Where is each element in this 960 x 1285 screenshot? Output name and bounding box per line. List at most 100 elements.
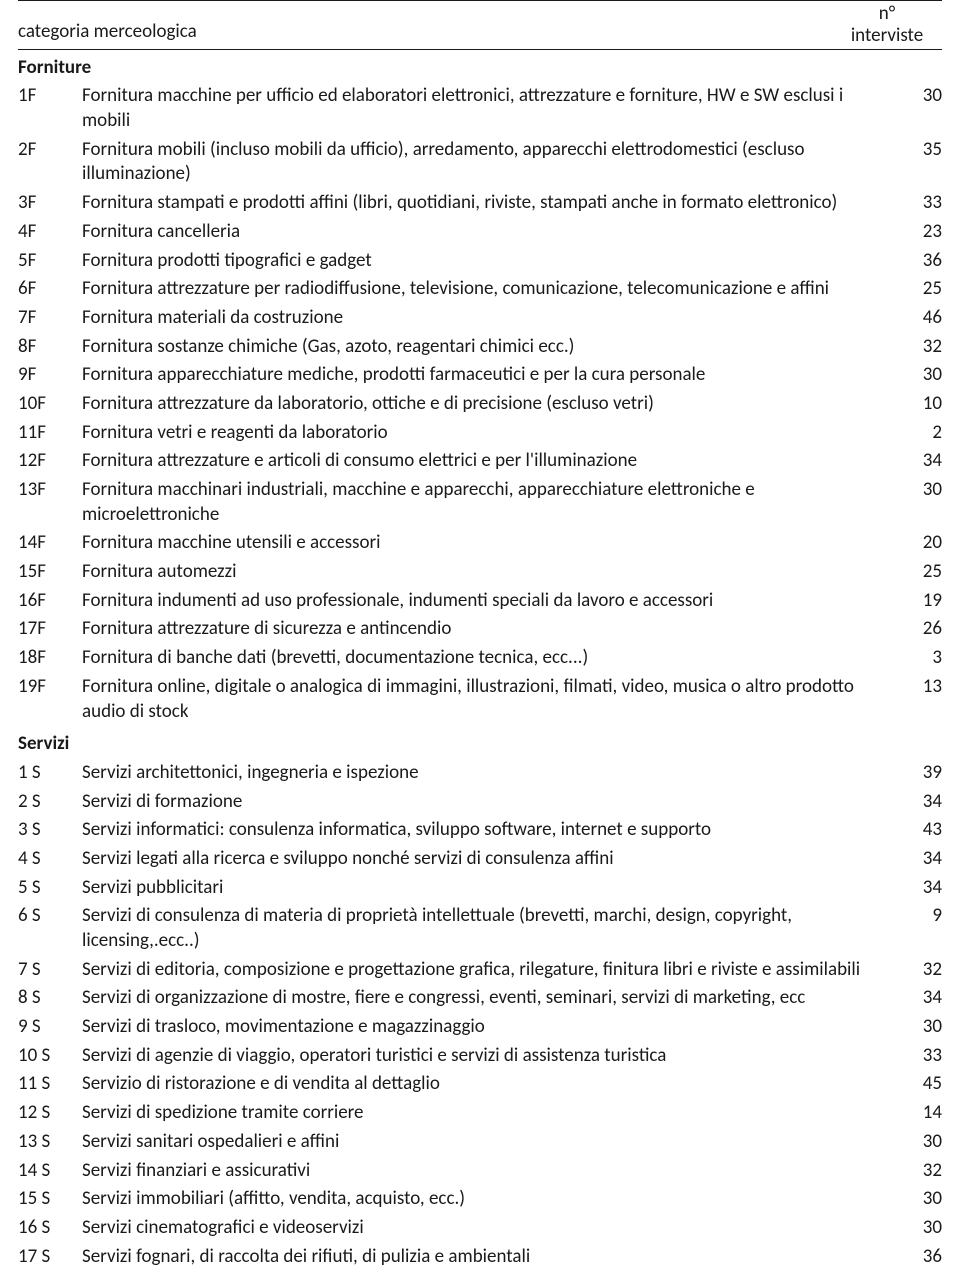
row-code: 4F [18, 218, 82, 247]
row-code: 13 S [18, 1128, 82, 1157]
table-row: 6FFornitura attrezzature per radiodiffus… [18, 275, 942, 304]
row-value: 25 [880, 275, 942, 304]
table-row: 8FFornitura sostanze chimiche (Gas, azot… [18, 333, 942, 362]
header-count-label: n° interviste [832, 3, 942, 47]
row-value: 34 [880, 447, 942, 476]
row-value: 43 [880, 816, 942, 845]
table-row: 17 SServizi fognari, di raccolta dei rif… [18, 1243, 942, 1272]
row-value: 33 [880, 1042, 942, 1071]
row-value: 30 [880, 361, 942, 390]
row-code: 3F [18, 189, 82, 218]
row-description: Fornitura attrezzature da laboratorio, o… [82, 390, 880, 419]
row-value: 2 [880, 419, 942, 448]
table-row: 16FFornitura indumenti ad uso profession… [18, 587, 942, 616]
table-row: 12FFornitura attrezzature e articoli di … [18, 447, 942, 476]
row-description: Fornitura attrezzature per radiodiffusio… [82, 275, 880, 304]
row-value: 32 [880, 956, 942, 985]
row-code: 15F [18, 558, 82, 587]
row-value: 25 [880, 558, 942, 587]
row-code: 2F [18, 136, 82, 165]
row-description: Servizi immobiliari (affitto, vendita, a… [82, 1185, 880, 1214]
header-count-line1: n° [832, 3, 942, 25]
row-description: Fornitura cancelleria [82, 218, 880, 247]
row-code: 12F [18, 447, 82, 476]
row-description: Fornitura automezzi [82, 558, 880, 587]
row-description: Fornitura stampati e prodotti affini (li… [82, 189, 880, 218]
row-description: Servizi legati alla ricerca e sviluppo n… [82, 845, 880, 874]
row-value: 23 [880, 218, 942, 247]
row-code: 4 S [18, 845, 82, 874]
row-code: 9 S [18, 1013, 82, 1042]
row-value: 34 [880, 845, 942, 874]
row-code: 1 S [18, 759, 82, 788]
row-description: Fornitura prodotti tipografici e gadget [82, 247, 880, 276]
table-row: 10 SServizi di agenzie di viaggio, opera… [18, 1042, 942, 1071]
row-value: 30 [880, 1128, 942, 1157]
row-value: 36 [880, 247, 942, 276]
table-row: 1FFornitura macchine per ufficio ed elab… [18, 82, 942, 135]
row-value: 32 [880, 1157, 942, 1186]
row-code: 6F [18, 275, 82, 304]
row-value: 35 [880, 136, 942, 165]
table-row: 14 SServizi finanziari e assicurativi32 [18, 1157, 942, 1186]
table-row: 5FFornitura prodotti tipografici e gadge… [18, 247, 942, 276]
row-code: 8 S [18, 984, 82, 1013]
table-row: 17FFornitura attrezzature di sicurezza e… [18, 615, 942, 644]
row-code: 7F [18, 304, 82, 333]
row-value: 30 [880, 476, 942, 505]
row-code: 10F [18, 390, 82, 419]
table-row: 9 SServizi di trasloco, movimentazione e… [18, 1013, 942, 1042]
table-row: 12 SServizi di spedizione tramite corrie… [18, 1099, 942, 1128]
row-description: Servizi di editoria, composizione e prog… [82, 956, 880, 985]
row-value: 45 [880, 1070, 942, 1099]
row-description: Fornitura macchine utensili e accessori [82, 529, 880, 558]
table-row: 5 SServizi pubblicitari34 [18, 874, 942, 903]
table-row: 10FFornitura attrezzature da laboratorio… [18, 390, 942, 419]
table-row: 11 SServizio di ristorazione e di vendit… [18, 1070, 942, 1099]
row-value: 39 [880, 759, 942, 788]
table-row: 1 SServizi architettonici, ingegneria e … [18, 759, 942, 788]
row-description: Servizi di formazione [82, 788, 880, 817]
table-row: 4FFornitura cancelleria23 [18, 218, 942, 247]
row-value: 36 [880, 1243, 942, 1272]
row-description: Servizi architettonici, ingegneria e isp… [82, 759, 880, 788]
row-value: 34 [880, 874, 942, 903]
row-value: 19 [880, 587, 942, 616]
section-title: Forniture [18, 50, 942, 83]
row-code: 16 S [18, 1214, 82, 1243]
row-code: 11F [18, 419, 82, 448]
section-title: Servizi [18, 726, 942, 759]
row-description: Fornitura macchine per ufficio ed elabor… [82, 82, 880, 135]
row-value: 46 [880, 304, 942, 333]
row-value: 10 [880, 390, 942, 419]
row-code: 10 S [18, 1042, 82, 1071]
table-row: 13FFornitura macchinari industriali, mac… [18, 476, 942, 529]
row-code: 17 S [18, 1243, 82, 1272]
row-value: 20 [880, 529, 942, 558]
row-description: Servizi pubblicitari [82, 874, 880, 903]
table-row: 3FFornitura stampati e prodotti affini (… [18, 189, 942, 218]
row-code: 5 S [18, 874, 82, 903]
row-description: Fornitura online, digitale o analogica d… [82, 673, 880, 726]
row-description: Fornitura macchinari industriali, macchi… [82, 476, 880, 529]
row-description: Servizi fognari, di raccolta dei rifiuti… [82, 1243, 880, 1272]
row-value: 30 [880, 1185, 942, 1214]
row-value: 30 [880, 1013, 942, 1042]
row-code: 7 S [18, 956, 82, 985]
table-row: 14FFornitura macchine utensili e accesso… [18, 529, 942, 558]
row-description: Servizi cinematografici e videoservizi [82, 1214, 880, 1243]
header-count-line2: interviste [832, 25, 942, 47]
row-code: 8F [18, 333, 82, 362]
row-code: 6 S [18, 902, 82, 931]
row-value: 30 [880, 1214, 942, 1243]
row-code: 3 S [18, 816, 82, 845]
table-row: 13 SServizi sanitari ospedalieri e affin… [18, 1128, 942, 1157]
row-value: 32 [880, 333, 942, 362]
table-row: 15FFornitura automezzi25 [18, 558, 942, 587]
table-row: 15 SServizi immobiliari (affitto, vendit… [18, 1185, 942, 1214]
row-code: 5F [18, 247, 82, 276]
table-row: 2 SServizi di formazione34 [18, 788, 942, 817]
row-value: 26 [880, 615, 942, 644]
row-code: 19F [18, 673, 82, 702]
row-description: Servizi di organizzazione di mostre, fie… [82, 984, 880, 1013]
